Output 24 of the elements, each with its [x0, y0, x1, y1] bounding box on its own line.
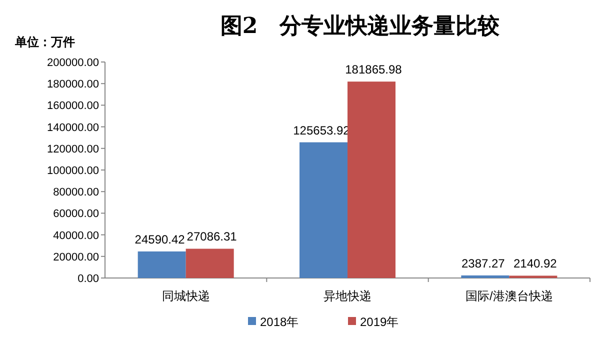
- data-label: 2387.27: [461, 256, 505, 270]
- data-label: 181865.98: [345, 62, 402, 77]
- ylabel: 单位：万件: [15, 35, 75, 49]
- ytick: 120000.00: [47, 143, 99, 156]
- ytick: 140000.00: [47, 122, 99, 134]
- ytick: 80000.00: [53, 186, 99, 199]
- xtick: 同城快递: [162, 289, 210, 303]
- data-label: 125653.92: [293, 123, 350, 138]
- data-label: 24590.42: [134, 232, 185, 246]
- ytick: 40000.00: [53, 230, 99, 242]
- ytick: 200000.00: [47, 57, 99, 69]
- data-label: 2140.92: [513, 256, 557, 271]
- ytick: 0.00: [78, 273, 99, 285]
- legend: 2018年: [260, 315, 299, 329]
- ytick: 160000.00: [47, 100, 99, 112]
- ytick: 100000.00: [47, 165, 99, 177]
- ytick: 60000.00: [53, 208, 99, 220]
- ytick: 20000.00: [53, 251, 99, 264]
- legend: 2019年: [360, 315, 399, 329]
- xtick: 异地快递: [324, 289, 372, 303]
- data-label: 27086.31: [186, 230, 237, 244]
- ytick: 180000.00: [47, 78, 99, 91]
- xtick: 国际/港澳台快递: [466, 289, 553, 303]
- title: 图2 分专业快递业务量比较: [220, 13, 500, 39]
